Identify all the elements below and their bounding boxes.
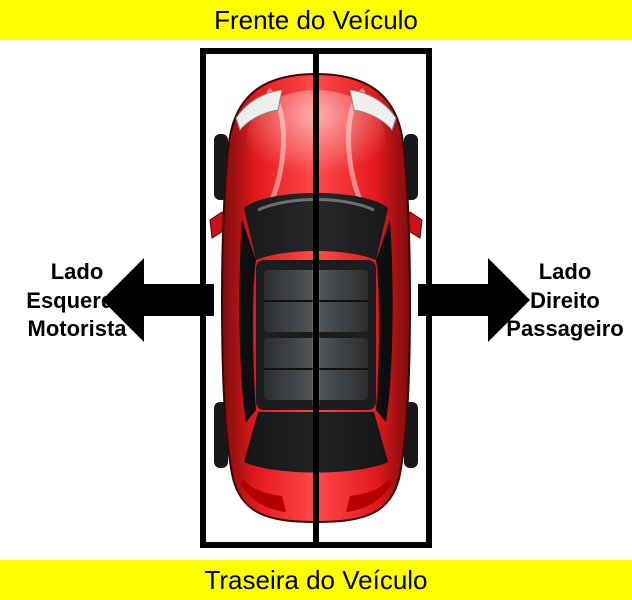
right-side-label: Lado Direito Passageiro — [500, 258, 630, 344]
left-side-label: Lado Esquerdo Motorista — [12, 258, 142, 344]
front-label: Frente do Veículo — [214, 5, 418, 35]
left-line-3: Motorista — [12, 315, 142, 344]
rear-label: Traseira do Veículo — [204, 565, 427, 595]
front-band: Frente do Veículo — [0, 0, 632, 40]
rear-band: Traseira do Veículo — [0, 560, 632, 600]
center-divider — [313, 48, 319, 548]
right-line-3: Passageiro — [500, 315, 630, 344]
right-line-2: Direito — [500, 287, 630, 316]
right-line-1: Lado — [500, 258, 630, 287]
diagram-canvas: Frente do Veículo Traseira do Veículo — [0, 0, 632, 600]
left-line-2: Esquerdo — [12, 287, 142, 316]
left-line-1: Lado — [12, 258, 142, 287]
